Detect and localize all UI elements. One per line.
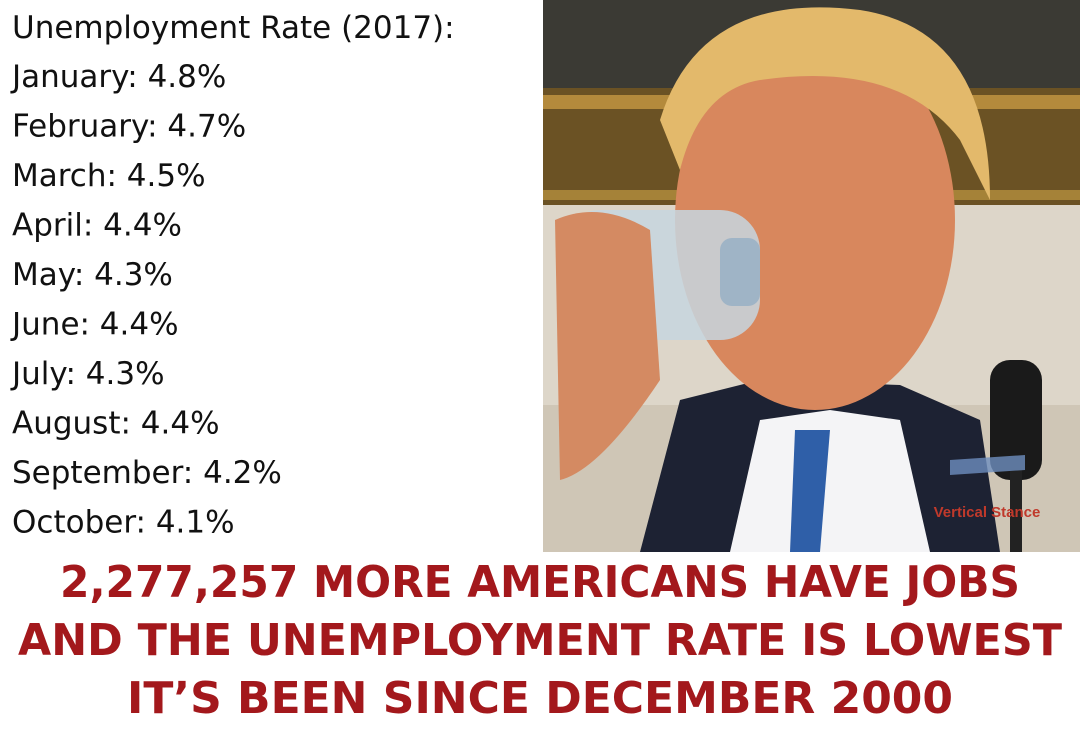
headline-line: 2,277,257 MORE AMERICANS HAVE JOBS bbox=[60, 557, 1020, 608]
headline-line: IT’S BEEN SINCE DECEMBER 2000 bbox=[127, 673, 953, 724]
list-title: Unemployment Rate (2017): bbox=[12, 10, 455, 46]
month-list: January: 4.8% February: 4.7% March: 4.5% Ap… bbox=[10, 59, 282, 541]
list-item: September: 4.2% bbox=[12, 455, 282, 491]
list-item: August: 4.4% bbox=[12, 406, 220, 442]
list-item: March: 4.5% bbox=[12, 158, 206, 194]
list-item: July: 4.3% bbox=[10, 356, 165, 392]
list-item: October: 4.1% bbox=[12, 505, 235, 541]
list-item: April: 4.4% bbox=[12, 208, 182, 244]
watermark: Vertical Stance bbox=[934, 504, 1041, 521]
list-item: January: 4.8% bbox=[10, 59, 226, 95]
headline-line: AND THE UNEMPLOYMENT RATE IS LOWEST bbox=[18, 615, 1062, 666]
list-item: June: 4.4% bbox=[10, 307, 179, 343]
list-item: May: 4.3% bbox=[12, 257, 173, 293]
headline: 2,277,257 MORE AMERICANS HAVE JOBS AND TH… bbox=[18, 557, 1062, 724]
photo: Vertical Stance bbox=[543, 0, 1080, 552]
list-item: February: 4.7% bbox=[12, 109, 246, 145]
